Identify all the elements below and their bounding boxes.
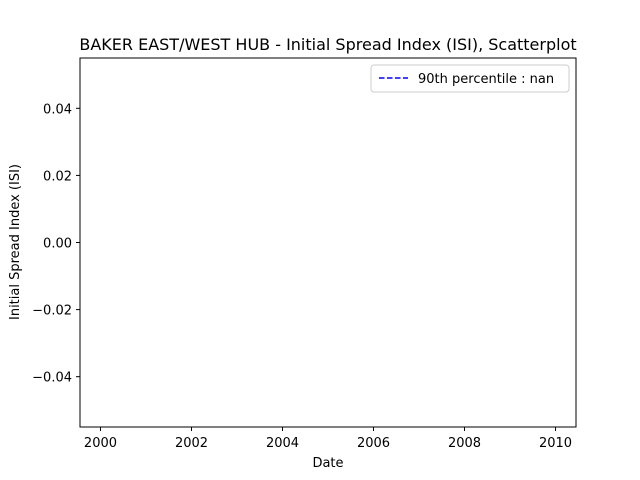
y-axis-label: Initial Spread Index (ISI) [8,164,23,320]
x-tick-label: 2010 [539,436,572,451]
x-axis-ticks: 2000 2002 2004 2006 2008 2010 [84,427,572,451]
x-tick-label: 2006 [357,436,390,451]
chart-title: BAKER EAST/WEST HUB - Initial Spread Ind… [79,35,576,54]
legend: 90th percentile : nan [370,64,570,93]
x-tick-label: 2002 [175,436,208,451]
legend-entry-label: 90th percentile : nan [418,72,554,87]
x-tick-label: 2000 [84,436,117,451]
y-tick-label: 0.00 [43,237,72,252]
x-axis-label: Date [312,456,343,471]
x-tick-label: 2004 [266,436,299,451]
x-tick-label: 2008 [448,436,481,451]
y-tick-label: 0.04 [43,102,72,117]
y-tick-label: −0.02 [32,304,72,319]
legend-frame [370,64,570,93]
y-tick-label: −0.04 [32,371,72,386]
y-tick-label: 0.02 [43,169,72,184]
y-axis-ticks: 0.04 0.02 0.00 −0.02 −0.04 [32,102,80,386]
